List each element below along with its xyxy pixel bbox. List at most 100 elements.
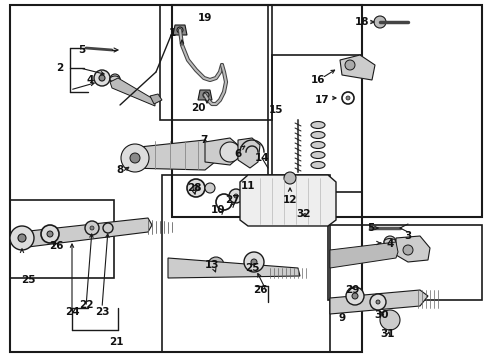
Bar <box>271 55 361 192</box>
Circle shape <box>402 245 412 255</box>
Polygon shape <box>198 90 212 100</box>
Circle shape <box>207 257 224 273</box>
Text: 1: 1 <box>168 28 175 38</box>
Ellipse shape <box>310 152 325 158</box>
Text: 2: 2 <box>56 63 63 73</box>
Ellipse shape <box>284 210 305 220</box>
Text: 26: 26 <box>49 241 63 251</box>
Text: 11: 11 <box>240 181 255 191</box>
Bar <box>327 225 481 300</box>
Ellipse shape <box>310 141 325 149</box>
Circle shape <box>346 96 349 100</box>
Text: 27: 27 <box>224 195 239 205</box>
Text: 18: 18 <box>354 17 368 27</box>
Circle shape <box>375 300 379 304</box>
Text: 8: 8 <box>116 165 123 175</box>
Circle shape <box>351 293 357 299</box>
Circle shape <box>193 185 199 191</box>
Text: 25: 25 <box>244 263 259 273</box>
Bar <box>172 5 481 217</box>
Polygon shape <box>240 175 335 226</box>
Polygon shape <box>238 138 260 168</box>
Text: 7: 7 <box>200 135 207 145</box>
Text: 19: 19 <box>198 13 212 23</box>
Text: 26: 26 <box>252 285 267 295</box>
Circle shape <box>41 225 59 243</box>
Ellipse shape <box>310 162 325 168</box>
Circle shape <box>121 144 149 172</box>
Circle shape <box>99 75 105 81</box>
Text: 4: 4 <box>386 239 393 249</box>
Text: 17: 17 <box>314 95 328 105</box>
Circle shape <box>213 262 219 268</box>
Polygon shape <box>329 242 397 268</box>
Circle shape <box>346 287 363 305</box>
Text: 10: 10 <box>210 205 225 215</box>
Circle shape <box>228 189 243 203</box>
Circle shape <box>94 70 110 86</box>
Bar <box>160 5 271 120</box>
Circle shape <box>220 142 240 162</box>
Text: 14: 14 <box>254 153 269 163</box>
Text: 16: 16 <box>310 75 325 85</box>
Text: 20: 20 <box>190 103 205 113</box>
Circle shape <box>177 27 183 33</box>
Text: 23: 23 <box>95 307 109 317</box>
Ellipse shape <box>110 76 120 82</box>
Polygon shape <box>110 78 155 106</box>
Text: 3: 3 <box>404 231 411 241</box>
Circle shape <box>203 92 208 98</box>
Polygon shape <box>329 290 427 314</box>
Text: 4: 4 <box>86 75 94 85</box>
Bar <box>10 200 114 278</box>
Ellipse shape <box>310 122 325 129</box>
Polygon shape <box>395 236 429 262</box>
Polygon shape <box>150 94 162 104</box>
Text: 9: 9 <box>338 313 345 323</box>
Bar <box>267 5 481 217</box>
Text: 29: 29 <box>344 285 359 295</box>
Circle shape <box>130 153 140 163</box>
Text: 21: 21 <box>108 337 123 347</box>
Circle shape <box>47 231 53 237</box>
Circle shape <box>369 294 385 310</box>
Ellipse shape <box>310 131 325 139</box>
Text: 6: 6 <box>234 149 241 159</box>
Text: 12: 12 <box>282 195 297 205</box>
Text: 13: 13 <box>204 260 219 270</box>
Text: 30: 30 <box>374 310 388 320</box>
Ellipse shape <box>383 239 395 246</box>
Polygon shape <box>168 258 299 278</box>
Text: 31: 31 <box>380 329 394 339</box>
Circle shape <box>345 60 354 70</box>
Text: 5: 5 <box>78 45 85 55</box>
Circle shape <box>383 236 395 248</box>
Circle shape <box>284 172 295 184</box>
Circle shape <box>379 310 399 330</box>
Circle shape <box>250 259 257 265</box>
Circle shape <box>10 226 34 250</box>
Circle shape <box>85 221 99 235</box>
Circle shape <box>110 74 120 84</box>
Polygon shape <box>339 55 374 80</box>
Circle shape <box>204 183 215 193</box>
Polygon shape <box>20 218 152 248</box>
Circle shape <box>186 179 204 197</box>
Bar <box>162 175 329 352</box>
Text: 32: 32 <box>296 209 311 219</box>
Text: 22: 22 <box>79 300 93 310</box>
Circle shape <box>90 226 94 230</box>
Circle shape <box>234 194 238 198</box>
Text: 5: 5 <box>366 223 374 233</box>
Bar <box>10 5 361 352</box>
Polygon shape <box>204 138 238 165</box>
Circle shape <box>244 252 264 272</box>
Text: 25: 25 <box>20 275 35 285</box>
Polygon shape <box>173 25 186 35</box>
Polygon shape <box>130 140 215 170</box>
Text: 28: 28 <box>186 183 201 193</box>
Circle shape <box>18 234 26 242</box>
Circle shape <box>373 16 385 28</box>
Text: 15: 15 <box>268 105 283 115</box>
Text: 24: 24 <box>64 307 79 317</box>
